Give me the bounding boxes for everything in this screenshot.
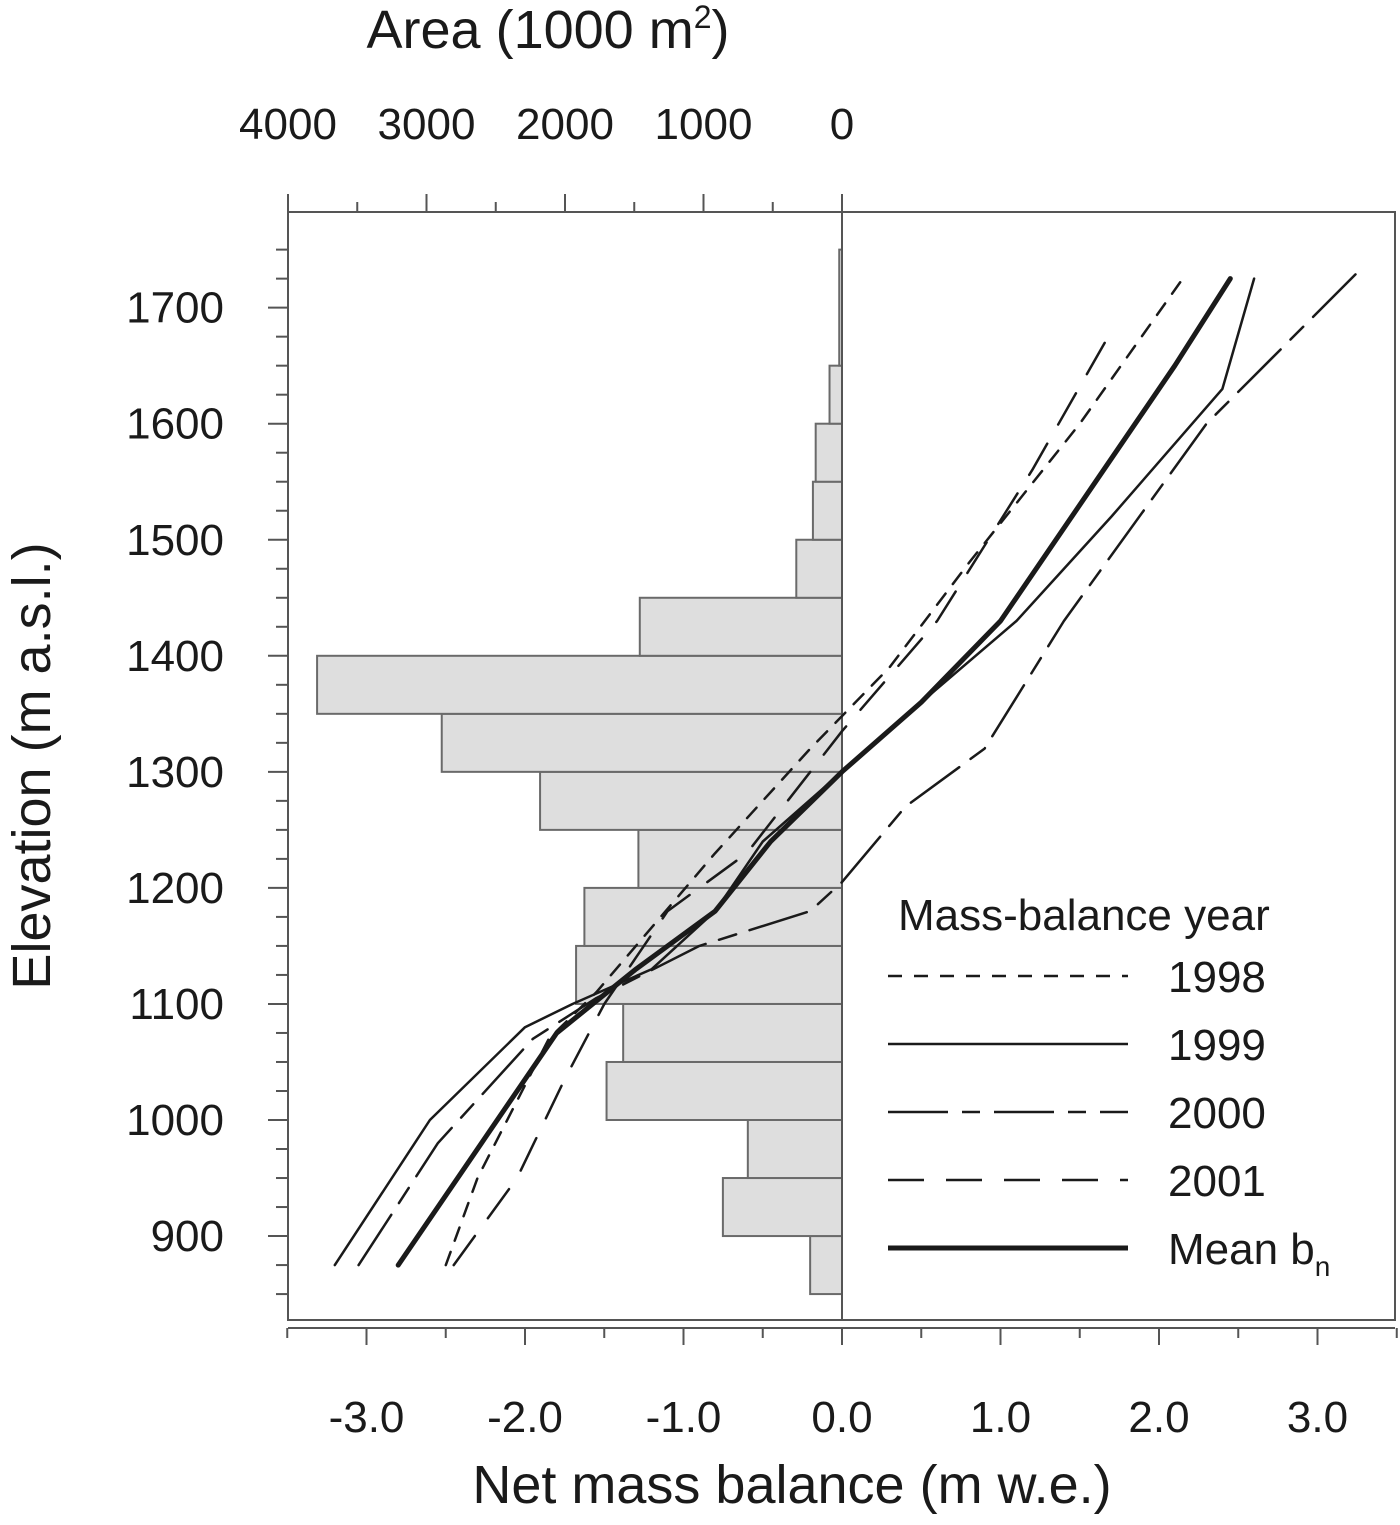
area-bar-1400 [638, 596, 843, 657]
x-axis-title-top: Area (1000 m2) [367, 0, 730, 60]
legend: Mass-balance year 1998 1999 2000 2001 Mean b… [888, 891, 1330, 1282]
x-bottom-tick-label: 3.0 [1287, 1393, 1348, 1442]
x-top-tick-label: 1000 [655, 100, 753, 149]
x-axis-title-bottom: Net mass balance (m w.e.) [472, 1455, 1111, 1515]
area-bar-1050 [622, 1002, 843, 1063]
area-bar-1600 [828, 364, 843, 425]
area-bar-1150 [583, 886, 843, 947]
legend-label: 2000 [1168, 1089, 1266, 1138]
y-tick-label: 1000 [126, 1096, 224, 1145]
y-tick-label: 1600 [126, 400, 224, 449]
x-bottom-tick-label: 0.0 [811, 1393, 872, 1442]
y-tick-label: 1100 [129, 980, 224, 1029]
area-bar-1450 [795, 538, 843, 599]
superscript-2: 2 [694, 0, 712, 35]
x-bottom-tick-label: 2.0 [1128, 1393, 1189, 1442]
area-bar-1300 [440, 712, 843, 773]
y-tick-label: 1500 [126, 516, 224, 565]
legend-label: 1998 [1168, 953, 1266, 1002]
area-bar-850 [809, 1235, 844, 1296]
series-line-1998 [444, 277, 1185, 1267]
area-bar-1500 [811, 480, 843, 541]
x-bottom-tick-label: -3.0 [329, 1393, 405, 1442]
area-bar-1350 [316, 654, 843, 715]
x-bottom-tick-label: -2.0 [487, 1393, 563, 1442]
series-line-2001 [452, 329, 1113, 1267]
y-tick-label: 1400 [126, 632, 224, 681]
area-bar-1250 [539, 770, 843, 831]
area-bar-1100 [575, 944, 844, 1005]
series-line-1999 [333, 277, 1256, 1267]
series-line-mean-b [395, 276, 1233, 1268]
y-tick-label: 1200 [126, 864, 224, 913]
legend-label: 1999 [1168, 1021, 1266, 1070]
legend-label: 2001 [1168, 1157, 1266, 1206]
series-line-2000 [357, 271, 1359, 1267]
x-top-tick-label: 3000 [378, 100, 476, 149]
x-bottom-tick-label: 1.0 [970, 1393, 1031, 1442]
area-bar-1000 [605, 1060, 843, 1121]
area-histogram [316, 248, 844, 1296]
y-tick-label: 900 [151, 1212, 224, 1261]
x-top-tick-label: 0 [830, 100, 854, 149]
area-bar-900 [721, 1177, 844, 1238]
y-tick-label: 1300 [126, 748, 224, 797]
x-top-tick-label: 4000 [239, 100, 337, 149]
x-top-tick-label: 2000 [516, 100, 614, 149]
x-bottom-tick-label: -1.0 [646, 1393, 722, 1442]
legend-title: Mass-balance year [898, 891, 1270, 940]
area-bar-1550 [814, 422, 843, 483]
legend-label: Mean bn [1168, 1225, 1330, 1282]
axes: 900 1000 1100 1200 1300 1400 1500 1600 1700 -3.0 -… [126, 100, 1398, 1442]
area-bar-950 [746, 1119, 844, 1180]
y-axis-title: Elevation (m a.s.l.) [2, 542, 62, 989]
y-tick-label: 1700 [126, 284, 224, 333]
series-lines [333, 271, 1359, 1268]
